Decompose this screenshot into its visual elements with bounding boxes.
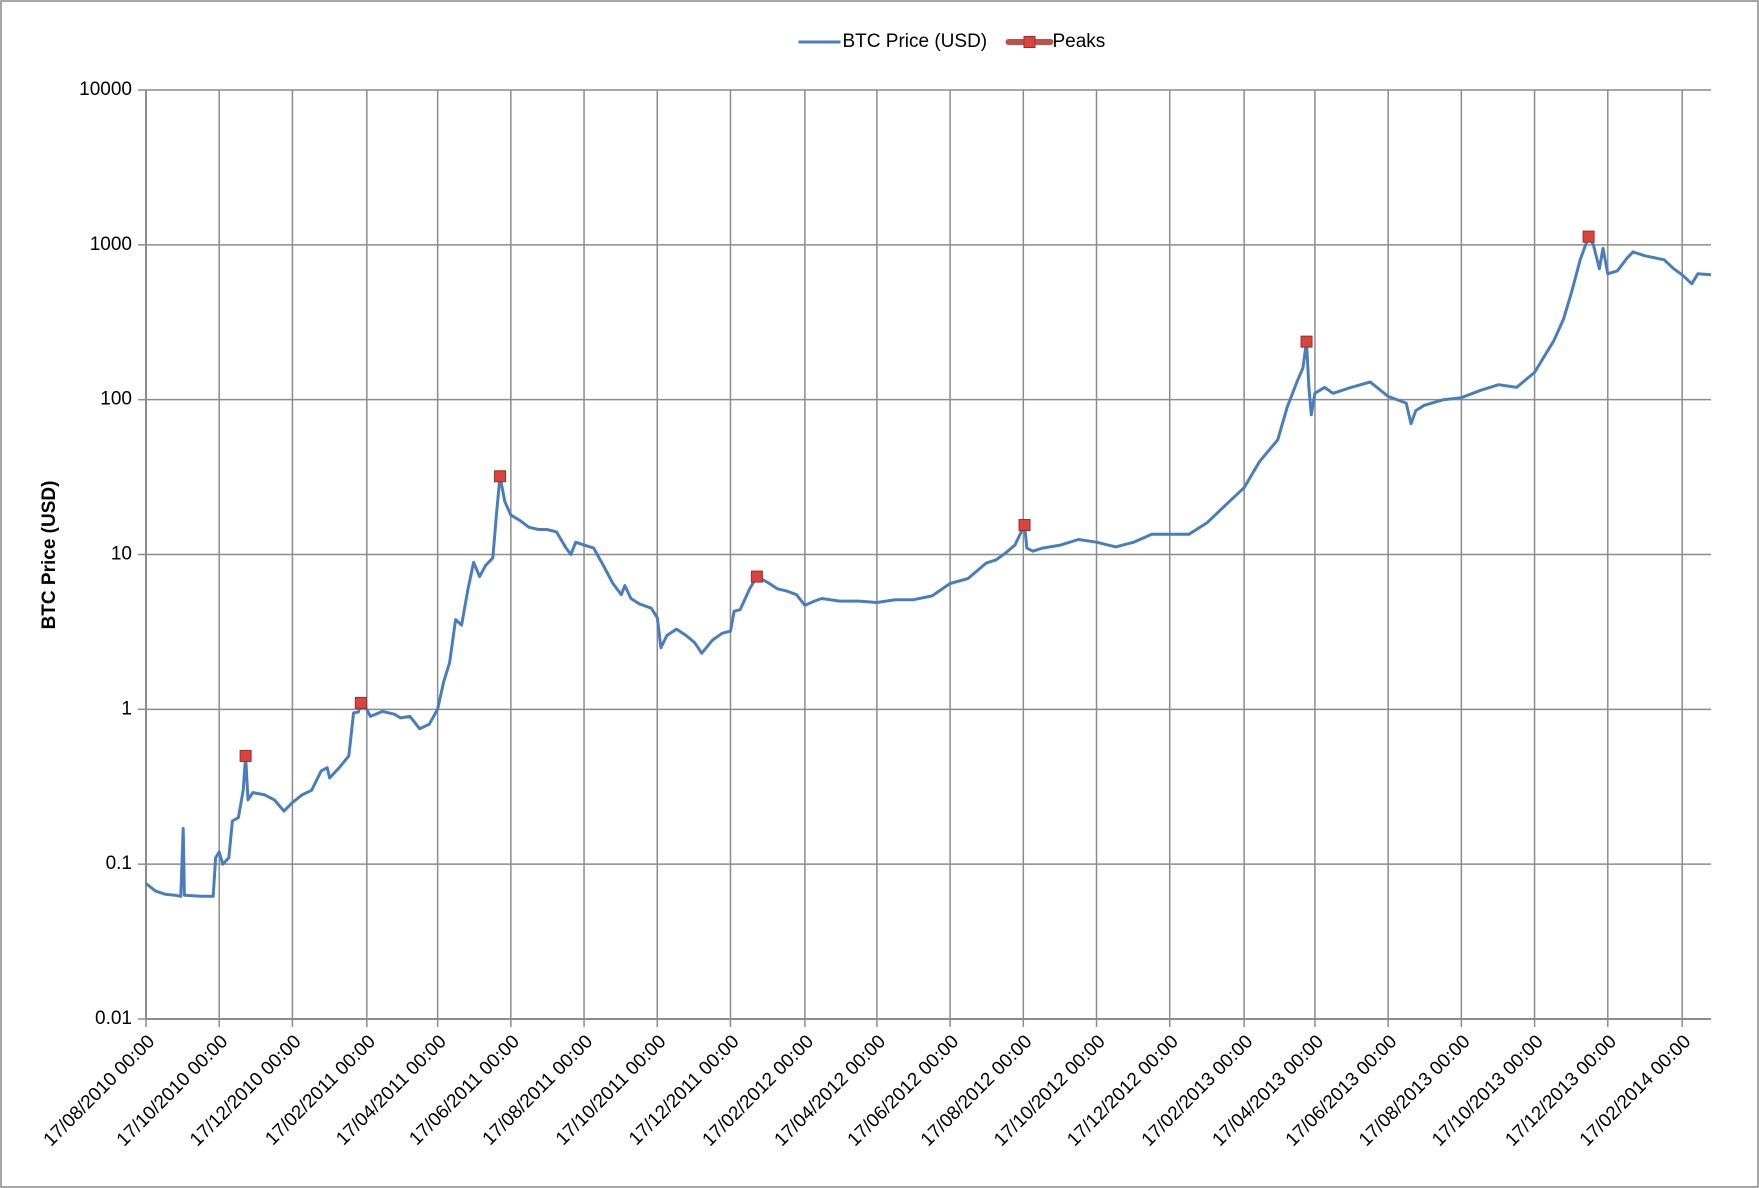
peak-marker — [494, 470, 507, 483]
y-axis-title: BTC Price (USD) — [39, 481, 60, 630]
y-tick-label: 1 — [121, 698, 132, 719]
price-line — [145, 235, 1712, 898]
y-tick-label: 10 — [111, 544, 132, 565]
y-tick-label: 1000 — [90, 234, 132, 255]
legend-label: BTC Price (USD) — [843, 31, 988, 52]
peak-marker — [1018, 519, 1031, 532]
peak-marker — [1582, 230, 1595, 243]
legend-marker — [1023, 36, 1036, 48]
peak-marker — [354, 696, 367, 709]
y-tick-label: 0.01 — [95, 1008, 132, 1029]
peak-marker — [750, 570, 763, 583]
y-tick-label: 100 — [100, 389, 132, 410]
legend-label: Peaks — [1053, 31, 1106, 52]
y-tick-label: 10000 — [79, 79, 132, 100]
peak-marker — [1300, 335, 1313, 348]
y-tick-label: 0.1 — [106, 853, 132, 874]
peak-marker — [239, 749, 252, 762]
